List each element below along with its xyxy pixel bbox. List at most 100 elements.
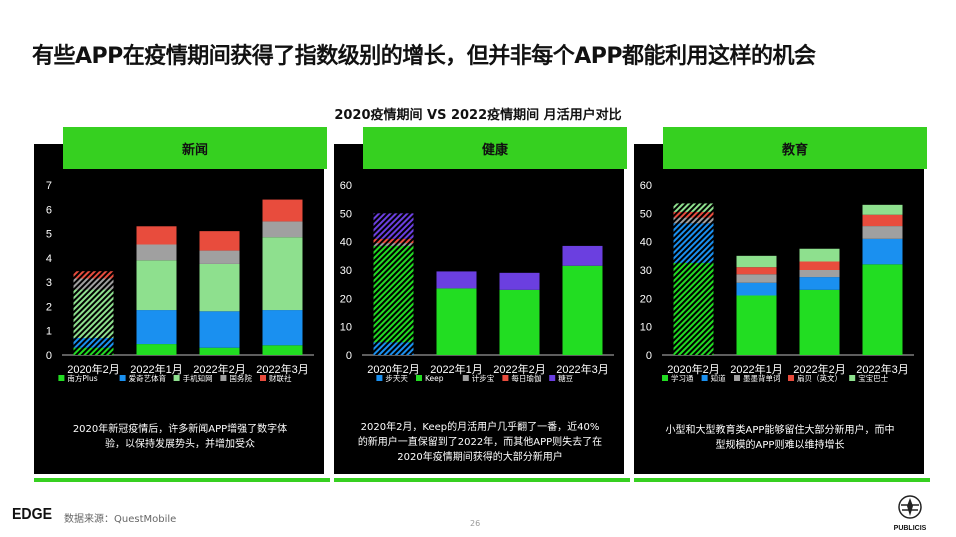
legend-swatch xyxy=(734,375,740,381)
legend-swatch xyxy=(260,375,266,381)
legend-label: 宝宝巴士 xyxy=(858,373,888,383)
publicis-logo: PUBLICIS xyxy=(894,495,927,532)
y-tick-label: 60 xyxy=(340,180,352,192)
y-tick-label: 20 xyxy=(340,293,352,305)
legend-label: 南方Plus xyxy=(67,373,97,383)
legend-label: Keep xyxy=(425,374,444,383)
news-description: 2020年新冠疫情后，许多新闻APP增强了数字体验，以保持发展势头，并增加受众 xyxy=(72,424,288,450)
news-underline xyxy=(34,478,330,482)
bar-学习通-2022年3月 xyxy=(862,264,903,355)
bar-南方Plus-2022年1月 xyxy=(136,344,177,355)
news-chart: 0 1 2 3 4 5 6 7 2020年2月 2022年1月 2022年2月 2022年3月南方Pl… xyxy=(46,180,314,383)
x-tick-label: 2022年2月 xyxy=(193,362,246,376)
legend-swatch xyxy=(220,375,227,381)
tab-education: 教育 xyxy=(663,127,927,169)
bar-学习通-2022年2月 xyxy=(799,289,840,355)
y-tick-label: 60 xyxy=(640,180,652,192)
bar-南方Plus-2022年3月 xyxy=(262,345,303,355)
bar-墨墨背单词-2022年3月 xyxy=(862,226,903,239)
legend-swatch xyxy=(549,375,556,381)
y-tick-label: 20 xyxy=(640,293,652,305)
bar-宝宝巴士-2022年1月 xyxy=(736,255,777,268)
legend-label: 学习通 xyxy=(671,373,694,383)
legend-label: 扇贝（英文） xyxy=(797,373,842,383)
bar-Keep-2022年1月 xyxy=(436,288,477,355)
bar-手机知网-2022年2月 xyxy=(199,263,240,312)
bar-扇贝-英文--2022年1月 xyxy=(736,267,777,275)
bar-糖豆-2022年2月 xyxy=(499,272,540,290)
legend-swatch xyxy=(701,375,708,381)
bar-南方Plus-2020年2月 xyxy=(73,347,114,355)
bar-扇贝-英文--2020年2月 xyxy=(673,211,714,218)
y-tick-label: 2 xyxy=(46,301,52,313)
bar-墨墨背单词-2022年1月 xyxy=(736,274,777,283)
y-tick-label: 40 xyxy=(640,237,652,249)
y-tick-label: 0 xyxy=(346,350,352,362)
bar-宝宝巴士-2022年2月 xyxy=(799,248,840,262)
education-chart: 0 10 20 30 40 50 60 2020年2月 2022年1月 2022年2月 2022年3… xyxy=(640,180,914,383)
bar-宝宝巴士-2022年3月 xyxy=(862,204,903,215)
bar-宝宝巴士-2020年2月 xyxy=(673,203,714,212)
chart-panel-news: 0 1 2 3 4 5 6 7 2020年2月 2022年1月 2022年2月 2022年3月 南方Pl… xyxy=(34,144,324,474)
x-tick-label: 2020年2月 xyxy=(67,362,120,376)
bar-国务院-2022年1月 xyxy=(136,244,177,261)
y-tick-label: 30 xyxy=(640,265,652,277)
bar-糖豆-2022年1月 xyxy=(436,271,477,289)
y-tick-label: 4 xyxy=(46,253,52,265)
bar-财联社-2022年1月 xyxy=(136,226,177,245)
bar-墨墨背单词-2020年2月 xyxy=(673,217,714,224)
bar-糖豆-2020年2月 xyxy=(373,213,414,239)
bar-南方Plus-2022年2月 xyxy=(199,347,240,355)
page-title: 有些APP在疫情期间获得了指数级别的增长，但并非每个APP都能利用这样的机会 xyxy=(32,44,816,69)
edge-logo: EDGE xyxy=(12,506,52,523)
legend-label: 墨墨背单词 xyxy=(743,373,781,383)
legend-label: 手机知网 xyxy=(183,373,213,383)
bar-扇贝-英文--2022年3月 xyxy=(862,214,903,227)
bar-知道-2022年3月 xyxy=(862,238,903,265)
education-underline xyxy=(634,478,930,482)
x-tick-label: 2022年3月 xyxy=(256,362,309,376)
y-tick-label: 6 xyxy=(46,204,52,216)
legend-swatch xyxy=(849,375,856,381)
y-tick-label: 40 xyxy=(340,237,352,249)
health-chart: 0 10 20 30 40 50 60 2020年2月 2022年1月 2022年2月 2022年3… xyxy=(340,180,614,383)
svg-text:EDGE: EDGE xyxy=(12,506,52,523)
tab-health: 健康 xyxy=(363,127,627,169)
legend-label: 知道 xyxy=(711,373,726,383)
bar-扇贝-英文--2022年2月 xyxy=(799,261,840,270)
bar-手机知网-2022年1月 xyxy=(136,260,177,311)
bar-国务院-2022年3月 xyxy=(262,221,303,238)
x-tick-label: 2020年2月 xyxy=(367,362,420,376)
bar-学习通-2022年1月 xyxy=(736,295,777,355)
svg-text:PUBLICIS: PUBLICIS xyxy=(894,525,927,532)
bar-步天天-2020年2月 xyxy=(373,342,414,355)
legend-label: 国务院 xyxy=(229,373,252,383)
bar-爱奇艺体育-2022年1月 xyxy=(136,310,177,345)
health-description: 2020年2月，Keep的月活用户几乎翻了一番，近40%的新用户一直保留到了20… xyxy=(357,422,603,463)
bar-Keep-2020年2月 xyxy=(373,245,414,343)
legend-label: 每日瑜伽 xyxy=(511,373,541,383)
health-underline xyxy=(334,478,630,482)
bar-国务院-2020年2月 xyxy=(73,278,114,290)
bar-国务院-2022年2月 xyxy=(199,250,240,264)
y-tick-label: 30 xyxy=(340,265,352,277)
y-tick-label: 10 xyxy=(340,322,352,334)
chart-panel-health: 0 10 20 30 40 50 60 2020年2月 2022年1月 2022年2月 2022年3… xyxy=(334,144,624,474)
y-tick-label: 0 xyxy=(646,350,652,362)
bar-Keep-2022年3月 xyxy=(562,265,603,355)
y-tick-label: 7 xyxy=(46,180,52,192)
page-number: 26 xyxy=(470,519,481,528)
chart-panel-education: 0 10 20 30 40 50 60 2020年2月 2022年1月 2022年2月 2022年3… xyxy=(634,144,924,474)
legend-label: 步天天 xyxy=(385,374,408,383)
education-description: 小型和大型教育类APP能够留住大部分新用户，而中型规模的APP则难以维持增长 xyxy=(665,425,895,451)
bar-手机知网-2022年3月 xyxy=(262,237,303,311)
bar-知道-2022年1月 xyxy=(736,282,777,296)
y-tick-label: 10 xyxy=(640,322,652,334)
bar-爱奇艺体育-2022年3月 xyxy=(262,310,303,346)
legend-swatch xyxy=(662,375,668,381)
bar-糖豆-2022年3月 xyxy=(562,245,603,266)
bar-Keep-2022年2月 xyxy=(499,289,540,355)
legend-label: 糖豆 xyxy=(558,373,573,383)
bar-财联社-2020年2月 xyxy=(73,271,114,279)
x-tick-label: 2022年2月 xyxy=(793,362,846,376)
